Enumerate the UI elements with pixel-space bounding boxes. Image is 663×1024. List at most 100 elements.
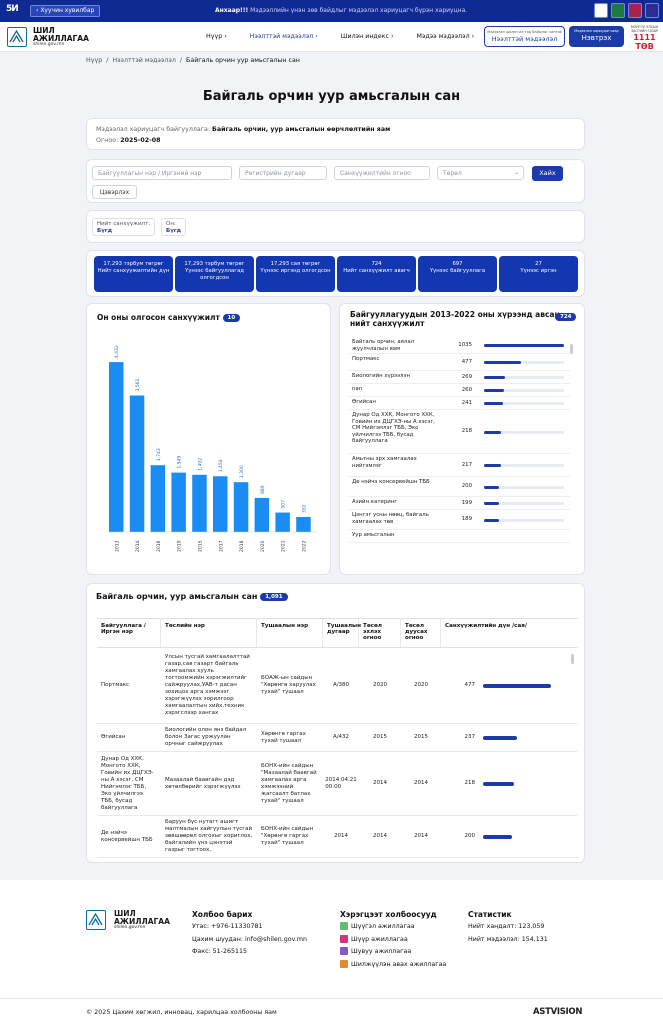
amount-bar [483, 834, 512, 839]
year-bar[interactable] [275, 512, 290, 532]
old-version-button[interactable]: ‹ Хуучин хувилбар [30, 5, 101, 17]
org-funding-row[interactable]: Уур амьсгалын [348, 530, 570, 543]
table-cell-order: БОАЖ-ын сайдын "Хөрөнгө харуулах тухай" … [261, 675, 316, 695]
partner-logo-icon[interactable] [611, 3, 625, 18]
col-amount[interactable]: Санхүүжилтийн дүн /сая/ [445, 623, 527, 629]
partner-logo-icon[interactable] [645, 3, 659, 18]
links-block: Хэрэгцээт холбоосууд Шүүгэл ажиллагаа Шүү… [340, 910, 446, 971]
copyright-text: © 2025 Цахим хөгжил, инновац, харилцаа х… [86, 1009, 277, 1016]
table-cell-number: 2014 [334, 833, 348, 839]
col-end[interactable]: Төсөл дуусах огноо [401, 619, 441, 647]
year-bar[interactable] [129, 395, 145, 532]
col-start[interactable]: Төсөл эхлэх огноо [359, 619, 401, 647]
col-project[interactable]: Төслийн нэр [161, 619, 257, 647]
year-bar-value: 4,432 [114, 345, 120, 358]
year-bar[interactable] [171, 472, 186, 532]
clear-button[interactable]: Цэвэрлэх [92, 185, 137, 199]
site-logo-icon[interactable] [7, 27, 27, 47]
org-bar-track [484, 464, 564, 467]
org-amount: 260 [461, 386, 472, 393]
org-funding-row[interactable]: Амьтны эрх хамгаалах нийгэмлэг 217 [348, 454, 570, 477]
org-funding-row[interactable]: Цэнгэг усны нөөц, байгаль хамгаалах төв 1… [348, 510, 570, 530]
info-card: Мэдээлэл хариуцагч байгууллага: Байгаль … [86, 118, 585, 150]
year-bar[interactable] [296, 516, 311, 532]
top-notice-bar: 5И ‹ Хуучин хувилбар Анхаар!!! Мэдээллий… [0, 0, 663, 22]
org-list-scrollbar[interactable] [570, 344, 573, 354]
footer-link[interactable]: Шүүр ажиллагаа [340, 934, 446, 947]
year-bar[interactable] [213, 476, 228, 532]
year-bar-value: 392 [301, 504, 307, 513]
login-button[interactable]: Мэдээлэл хариуцагчаар Нэвтрэх [569, 26, 624, 47]
table-cell-number: A/432 [332, 734, 350, 740]
footer-link[interactable]: Шүүгэл ажиллагаа [340, 921, 446, 934]
col-org[interactable]: Байгууллага / Иргэн нэр [97, 619, 161, 647]
search-button[interactable]: Хайх [532, 166, 563, 181]
year-bar[interactable] [254, 497, 270, 532]
org-funding-row[interactable]: nan 260 [348, 384, 570, 397]
yearly-title: Он оны олгосон санхүүжилт 10 [97, 313, 241, 322]
org-funding-row[interactable]: Де нэйчэ консервейшн ТББ 200 [348, 477, 570, 497]
org-bar [484, 502, 500, 505]
footer-logo-icon[interactable] [86, 910, 106, 930]
contact-email[interactable]: Цахим шуудан: info@shilen.gov.mn [192, 935, 307, 943]
table-scrollbar[interactable] [571, 654, 574, 664]
register-input[interactable]: Регистрийн дугаар [239, 166, 327, 180]
fund-date-input[interactable]: Санхүүжилтийн огноо [334, 166, 430, 180]
chevron-down-icon: ⌄ [513, 169, 519, 176]
org-funding-row[interactable]: Портмакс 477 [348, 354, 570, 371]
footer: ШИЛ АЖИЛЛАГАА shilen.gov.mn Холбоо барих … [0, 880, 663, 998]
org-bar-track [484, 361, 564, 364]
org-funding-row[interactable]: Биологийн хүрээлэн 269 [348, 371, 570, 384]
year-bar[interactable] [233, 482, 249, 532]
partner-logo-icon[interactable] [594, 3, 608, 18]
table-cell-order: Хөрөнгө гаргах тухай тушаал [261, 730, 306, 744]
table-cell-project: Мазаалай баавгайн дэд хөтөлбөрийг хэрэгж… [165, 776, 241, 790]
org-funding-row[interactable]: Байгаль орчин, аялал жуулчлалын яам 1035 [348, 337, 570, 354]
org-funding-row[interactable]: Дунар Од ХХК, Монгото ХХК, Говийн их ДЦГ… [348, 410, 570, 454]
org-funding-row[interactable]: Өгийсан 241 [348, 397, 570, 410]
table-row[interactable]: Өгийсан Биологийн олон янз байдал болон З… [97, 724, 578, 752]
footer-link[interactable]: Шилжүүлэн авах ажиллагаа [340, 959, 446, 972]
org-funding-row[interactable]: Азийн катеринг 199 [348, 497, 570, 510]
table-row[interactable]: Портмакс Улсын тусгай хамгаалалттай газар… [97, 648, 578, 724]
link-icon [340, 922, 348, 930]
nav-home[interactable]: Нүүр › [206, 33, 227, 40]
vendor-logo[interactable]: ASTVISION [533, 1007, 583, 1017]
filter-total-chip[interactable]: Нийт санхүүжилт: Бүгд [92, 218, 156, 236]
site-logo-text[interactable]: ШИЛ АЖИЛЛАГАА [33, 26, 89, 43]
nav-open-data[interactable]: Нээлттэй мэдээлэл › [249, 33, 318, 40]
year-bar-value: 1,492 [197, 458, 203, 471]
breadcrumb-open-data[interactable]: Нээлттэй мэдээлэл [112, 57, 176, 64]
org-bar [484, 376, 505, 379]
open-data-button[interactable]: Мэдээлэл шилэн ил тод байдлыг хангах Нээл… [484, 26, 565, 47]
filter-year-chip[interactable]: Он: Бүгд [161, 218, 187, 236]
col-order[interactable]: Тушаалын нэр [257, 619, 323, 647]
table-cell-project: Биологийн олон янз байдал болон Загас ур… [165, 727, 247, 747]
nav-news[interactable]: Мэдээ мэдээлэл › [416, 33, 475, 40]
type-select[interactable]: Төрөл ⌄ [437, 166, 524, 180]
year-bar-value: 1,549 [177, 456, 183, 469]
table-cell-number: A/380 [332, 682, 350, 688]
nav-index[interactable]: Шилэн индекс › [340, 33, 394, 40]
stat-orgs: 697 Үүнээс байгууллага [418, 256, 497, 292]
breadcrumb-home[interactable]: Нүүр [86, 57, 103, 64]
org-funding-badge: 724 [555, 313, 577, 321]
year-bar[interactable] [150, 465, 166, 532]
year-bar[interactable] [109, 362, 124, 532]
org-name: Де нэйчэ консервейшн ТББ [352, 479, 430, 485]
table-cell-start: 2015 [373, 734, 387, 740]
1111-center-logo[interactable]: МОНГОЛ УЛСЫН ЗАСГИЙН ГАЗАР 1111 ТӨВ [630, 25, 659, 52]
col-order-number[interactable]: Тушаалын дугаар [323, 619, 361, 647]
org-bar [484, 518, 499, 522]
org-name-input[interactable]: Байгууллагын нэр / Иргэний нэр [92, 166, 232, 180]
partner-logo-icon[interactable] [628, 3, 642, 18]
table-cell-org: Де нэйчэ консервейшн ТББ [101, 829, 153, 843]
org-funding-panel: Байгууллагуудын 2013-2022 оны хүрээнд ав… [339, 303, 585, 575]
org-name: Дунар Од ХХК, Монгото ХХК, Говийн их ДЦГ… [352, 412, 436, 444]
year-bar[interactable] [192, 474, 207, 532]
table-row[interactable]: Дунар Од ХХК, Монгото ХХК, Говийн их ДЦГ… [97, 752, 578, 816]
table-row[interactable]: Де нэйчэ консервейшн ТББ Баруун бүс нутаг… [97, 816, 578, 858]
table-cell-end: 2014 [414, 833, 428, 839]
org-funding-list[interactable]: Байгаль орчин, аялал жуулчлалын яам 1035 П… [348, 335, 573, 571]
footer-link[interactable]: Шувуу ажиллагаа [340, 946, 446, 959]
